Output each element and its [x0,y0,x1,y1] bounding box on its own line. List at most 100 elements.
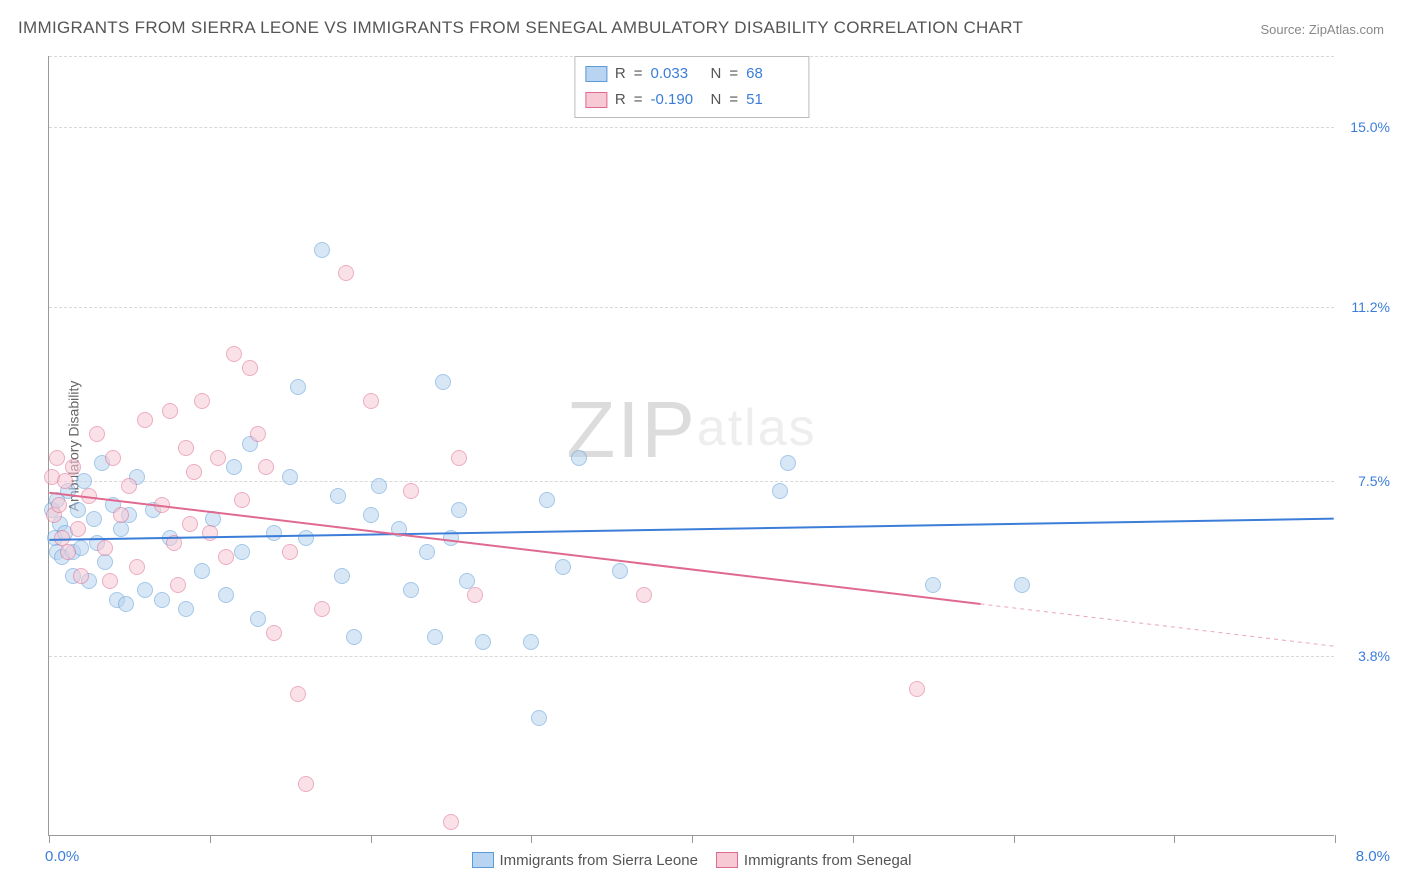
data-point-sierra_leone [97,554,113,570]
data-point-senegal [162,403,178,419]
legend-correlation-box: R=0.033N=68R=-0.190N=51 [574,56,809,118]
data-point-sierra_leone [178,601,194,617]
data-point-senegal [338,265,354,281]
x-tick [1335,835,1336,843]
data-point-sierra_leone [137,582,153,598]
legend-item-sierra_leone: Immigrants from Sierra Leone [472,852,698,869]
legend-r-label: R [615,61,626,87]
data-point-senegal [363,393,379,409]
data-point-sierra_leone [282,469,298,485]
data-point-senegal [298,776,314,792]
data-point-senegal [290,686,306,702]
data-point-senegal [51,497,67,513]
data-point-senegal [182,516,198,532]
legend-item-senegal: Immigrants from Senegal [716,852,912,869]
data-point-senegal [97,540,113,556]
data-point-sierra_leone [925,577,941,593]
y-tick-label: 7.5% [1358,473,1390,489]
data-point-sierra_leone [371,478,387,494]
x-axis-min-label: 0.0% [45,848,79,865]
gridline [49,127,1334,128]
x-tick [853,835,854,843]
x-tick [371,835,372,843]
data-point-senegal [121,478,137,494]
legend-label: Immigrants from Senegal [744,852,912,869]
data-point-senegal [250,426,266,442]
data-point-senegal [403,483,419,499]
legend-n-label: N [711,87,722,113]
data-point-sierra_leone [113,521,129,537]
data-point-senegal [81,488,97,504]
data-point-senegal [234,492,250,508]
data-point-sierra_leone [531,710,547,726]
legend-r-label: R [615,87,626,113]
legend-n-value: 51 [746,87,798,113]
source-attribution: Source: ZipAtlas.com [1260,22,1384,37]
data-point-senegal [154,497,170,513]
watermark: ZIPatlas [566,384,816,476]
gridline [49,481,1334,482]
data-point-senegal [451,450,467,466]
data-point-senegal [194,393,210,409]
data-point-senegal [210,450,226,466]
data-point-senegal [73,568,89,584]
y-tick-label: 11.2% [1351,299,1390,315]
data-point-sierra_leone [154,592,170,608]
data-point-sierra_leone [435,374,451,390]
data-point-senegal [218,549,234,565]
legend-row-sierra_leone: R=0.033N=68 [585,61,798,87]
data-point-sierra_leone [475,634,491,650]
data-point-sierra_leone [346,629,362,645]
data-point-senegal [242,360,258,376]
data-point-sierra_leone [443,530,459,546]
legend-row-senegal: R=-0.190N=51 [585,87,798,113]
x-tick [1014,835,1015,843]
data-point-sierra_leone [70,502,86,518]
legend-series: Immigrants from Sierra Leone Immigrants f… [472,852,912,869]
data-point-senegal [137,412,153,428]
data-point-senegal [282,544,298,560]
data-point-senegal [314,601,330,617]
data-point-senegal [178,440,194,456]
plot-area: ZIPatlas R=0.033N=68R=-0.190N=51 0.0% 8.… [48,56,1334,836]
legend-swatch [585,66,607,82]
trendline-sierra_leone [49,519,1333,540]
data-point-sierra_leone [772,483,788,499]
data-point-sierra_leone [298,530,314,546]
data-point-senegal [258,459,274,475]
data-point-sierra_leone [86,511,102,527]
data-point-sierra_leone [118,596,134,612]
data-point-senegal [57,473,73,489]
data-point-sierra_leone [266,525,282,541]
data-point-senegal [70,521,86,537]
data-point-sierra_leone [1014,577,1030,593]
data-point-sierra_leone [250,611,266,627]
data-point-senegal [102,573,118,589]
data-point-sierra_leone [218,587,234,603]
data-point-sierra_leone [334,568,350,584]
data-point-sierra_leone [427,629,443,645]
legend-n-label: N [711,61,722,87]
data-point-sierra_leone [363,507,379,523]
y-tick-label: 15.0% [1350,119,1390,135]
data-point-sierra_leone [419,544,435,560]
data-point-senegal [266,625,282,641]
data-point-senegal [636,587,652,603]
data-point-senegal [60,544,76,560]
x-tick [49,835,50,843]
data-point-sierra_leone [612,563,628,579]
legend-label: Immigrants from Sierra Leone [500,852,698,869]
x-axis-max-label: 8.0% [1356,848,1390,865]
trendline-extrapolated-senegal [980,604,1333,646]
data-point-sierra_leone [314,242,330,258]
x-tick [692,835,693,843]
data-point-sierra_leone [234,544,250,560]
x-tick [210,835,211,843]
data-point-sierra_leone [391,521,407,537]
data-point-senegal [202,525,218,541]
y-tick-label: 3.8% [1358,648,1390,664]
data-point-senegal [105,450,121,466]
data-point-sierra_leone [555,559,571,575]
data-point-senegal [49,450,65,466]
data-point-senegal [170,577,186,593]
